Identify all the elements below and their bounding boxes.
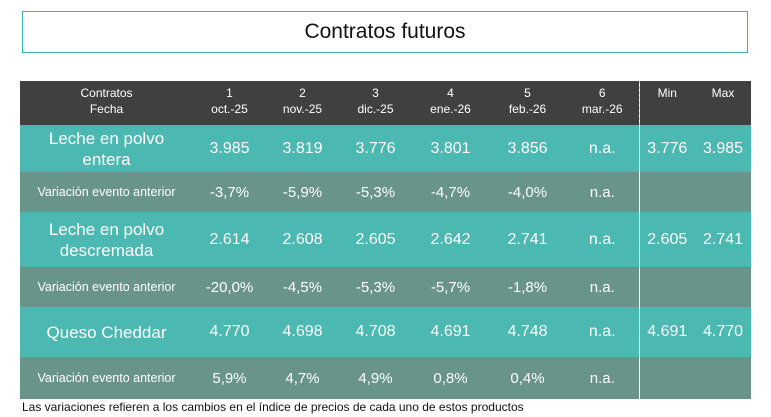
row-label-line: Leche en polvo	[48, 219, 165, 239]
table-row: Variación evento anterior -20,0% -4,5% -…	[20, 267, 751, 307]
min-cell: 3.776	[638, 125, 695, 172]
header-contratos-label: Contratos	[80, 86, 133, 100]
max-cell: 2.741	[695, 212, 751, 267]
max-cell: 3.985	[695, 125, 751, 172]
row-label: Leche en polvo descremada	[20, 212, 193, 267]
col-date: dic.-25	[357, 102, 394, 116]
max-cell: 4.770	[695, 307, 751, 357]
col-date: ene.-26	[430, 102, 471, 116]
value-cell: 4.691	[412, 307, 489, 357]
futures-table: Contratos Fecha 1 oct.-25 2 nov.-25 3 dic.-…	[20, 81, 751, 399]
value-cell: n.a.	[566, 267, 639, 307]
row-label: Queso Cheddar	[20, 307, 193, 357]
table-header-row: Contratos Fecha 1 oct.-25 2 nov.-25 3 dic.-…	[20, 81, 751, 125]
col-number: 6	[598, 86, 606, 100]
max-cell	[695, 357, 751, 399]
row-label: Variación evento anterior	[20, 267, 193, 307]
header-max: Max	[695, 81, 751, 125]
value-cell: 2.614	[193, 212, 266, 267]
value-cell: 2.608	[266, 212, 339, 267]
value-cell: 2.642	[412, 212, 489, 267]
header-col-5: 5 feb.-26	[489, 81, 566, 125]
header-col-3: 3 dic.-25	[339, 81, 412, 125]
value-cell: -4,5%	[266, 267, 339, 307]
col-date: nov.-25	[282, 102, 323, 116]
row-label: Variación evento anterior	[20, 357, 193, 399]
col-number: 4	[447, 86, 454, 100]
value-cell: n.a.	[566, 357, 639, 399]
value-cell: -5,3%	[339, 172, 412, 212]
value-cell: -5,9%	[266, 172, 339, 212]
value-cell: 5,9%	[193, 357, 266, 399]
row-label-line: Leche en polvo	[48, 128, 165, 148]
value-cell: -20,0%	[193, 267, 266, 307]
value-cell: 4.770	[193, 307, 266, 357]
col-number: 2	[299, 86, 306, 100]
header-col-4: 4 ene.-26	[412, 81, 489, 125]
table-row: Queso Cheddar 4.770 4.698 4.708 4.691 4.…	[20, 307, 751, 357]
col-date: feb.-26	[508, 102, 547, 116]
col-number: 3	[372, 86, 379, 100]
value-cell: n.a.	[566, 125, 639, 172]
min-cell	[638, 357, 695, 399]
footnote: Las variaciones refieren a los cambios e…	[22, 400, 524, 414]
value-cell: 3.985	[193, 125, 266, 172]
table-row: Variación evento anterior 5,9% 4,7% 4,9%…	[20, 357, 751, 399]
col-date: mar.-26	[581, 102, 623, 116]
value-cell: -5,7%	[412, 267, 489, 307]
col-number: 5	[524, 86, 531, 100]
value-cell: 3.856	[489, 125, 566, 172]
col-number: 1	[226, 86, 233, 100]
value-cell: 0,4%	[489, 357, 566, 399]
value-cell: -3,7%	[193, 172, 266, 212]
table-row: Leche en polvo descremada 2.614 2.608 2.6…	[20, 212, 751, 267]
min-cell: 4.691	[638, 307, 695, 357]
value-cell: 2.605	[339, 212, 412, 267]
min-cell	[638, 172, 695, 212]
value-cell: n.a.	[566, 212, 639, 267]
value-cell: n.a.	[566, 307, 639, 357]
value-cell: 4.748	[489, 307, 566, 357]
value-cell: 0,8%	[412, 357, 489, 399]
row-label: Variación evento anterior	[20, 172, 193, 212]
header-col-1: 1 oct.-25	[193, 81, 266, 125]
value-cell: n.a.	[566, 172, 639, 212]
row-label: Leche en polvo entera	[20, 125, 193, 172]
max-cell	[695, 172, 751, 212]
header-col-6: 6 mar.-26	[566, 81, 639, 125]
min-cell: 2.605	[638, 212, 695, 267]
value-cell: -4,0%	[489, 172, 566, 212]
table-row: Variación evento anterior -3,7% -5,9% -5…	[20, 172, 751, 212]
value-cell: 4,7%	[266, 357, 339, 399]
header-fecha-label: Fecha	[89, 102, 124, 116]
max-cell	[695, 267, 751, 307]
min-cell	[638, 267, 695, 307]
value-cell: 3.776	[339, 125, 412, 172]
value-cell: -4,7%	[412, 172, 489, 212]
row-label-line: descremada	[59, 240, 154, 260]
value-cell: -5,3%	[339, 267, 412, 307]
page-title: Contratos futuros	[22, 11, 748, 53]
value-cell: 2.741	[489, 212, 566, 267]
value-cell: 3.801	[412, 125, 489, 172]
value-cell: 4.708	[339, 307, 412, 357]
value-cell: 3.819	[266, 125, 339, 172]
header-col-2: 2 nov.-25	[266, 81, 339, 125]
table-row: Leche en polvo entera 3.985 3.819 3.776 3…	[20, 125, 751, 172]
value-cell: 4.698	[266, 307, 339, 357]
row-label-line: entera	[82, 149, 131, 169]
header-min: Min	[638, 81, 695, 125]
col-date: oct.-25	[211, 102, 248, 116]
value-cell: 4,9%	[339, 357, 412, 399]
value-cell: -1,8%	[489, 267, 566, 307]
header-label-cell: Contratos Fecha	[20, 81, 193, 125]
